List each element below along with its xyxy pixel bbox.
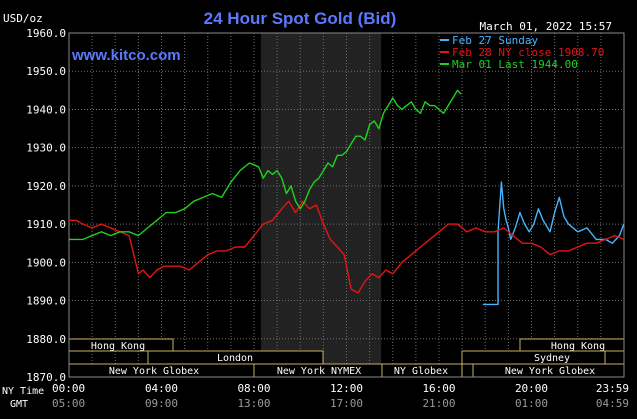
y-tick-label: 1910.0 bbox=[26, 218, 66, 231]
x-axis-labels: 00:00 05:00 04:00 09:00 08:00 13:00 12:00 17:00… bbox=[52, 382, 629, 410]
y-tick-label: 1950.0 bbox=[26, 65, 66, 78]
x-tick-label-ny: 12:00 bbox=[330, 382, 363, 395]
y-tick-label: 1900.0 bbox=[26, 256, 66, 269]
session-label-ny-globex-left: New York Globex bbox=[109, 366, 199, 377]
watermark: www.kitco.com bbox=[71, 47, 181, 64]
x-tick-label-ny: 20:00 bbox=[515, 382, 548, 395]
x-tick-label-gmt: 17:00 bbox=[330, 397, 363, 410]
mar01-series-line bbox=[69, 89, 462, 241]
legend-feb28: Feb 28 NY close 1908.70 bbox=[452, 46, 604, 59]
chart-title: 24 Hour Spot Gold (Bid) bbox=[204, 9, 397, 28]
y-tick-label: 1890.0 bbox=[26, 295, 66, 308]
market-session-bars: Hong Kong London New York Globex New Yor… bbox=[68, 338, 625, 378]
session-label-ny-globex-mid: NY Globex bbox=[394, 366, 448, 377]
y-tick-label: 1920.0 bbox=[26, 180, 66, 193]
legend-mar01: Mar 01 Last 1944.00 bbox=[452, 58, 578, 71]
nymex-session-shade bbox=[260, 33, 382, 377]
x-tick-label-ny: 00:00 bbox=[52, 382, 85, 395]
y-tick-label: 1960.0 bbox=[26, 27, 66, 40]
y-tick-label: 1930.0 bbox=[26, 142, 66, 155]
chart-grid bbox=[69, 32, 624, 378]
x-tick-label-ny: 04:00 bbox=[145, 382, 178, 395]
x-tick-label-ny: 23:59 bbox=[596, 382, 629, 395]
y-tick-label: 1940.0 bbox=[26, 103, 66, 116]
timestamp: March 01, 2022 15:57 bbox=[480, 20, 612, 33]
feb28-series-line bbox=[69, 200, 625, 294]
x-tick-label-gmt: 13:00 bbox=[237, 397, 270, 410]
session-label-london: London bbox=[217, 353, 253, 364]
plot-frame bbox=[68, 32, 625, 378]
session-label-hong-kong-right: Hong Kong bbox=[551, 341, 605, 352]
y-axis-unit: USD/oz bbox=[3, 12, 43, 25]
feb27-series-line bbox=[482, 181, 625, 306]
x-tick-label-gmt: 01:00 bbox=[515, 397, 548, 410]
ny-time-label: NY Time bbox=[2, 386, 44, 397]
y-axis-labels: 1960.0 1950.0 1940.0 1930.0 1920.0 1910.0 1900… bbox=[26, 27, 66, 384]
x-tick-label-gmt: 09:00 bbox=[145, 397, 178, 410]
session-label-sydney: Sydney bbox=[534, 353, 570, 364]
session-label-ny-globex-right: New York Globex bbox=[505, 366, 595, 377]
x-tick-label-gmt: 05:00 bbox=[52, 397, 85, 410]
y-tick-label: 1870.0 bbox=[26, 371, 66, 384]
x-tick-label-gmt: 04:59 bbox=[596, 397, 629, 410]
gmt-label: GMT bbox=[10, 399, 28, 410]
y-tick-label: 1880.0 bbox=[26, 333, 66, 346]
session-label-hong-kong-left: Hong Kong bbox=[91, 341, 145, 352]
x-tick-label-gmt: 21:00 bbox=[422, 397, 455, 410]
x-tick-label-ny: 16:00 bbox=[422, 382, 455, 395]
session-label-ny-nymex: New York NYMEX bbox=[277, 366, 361, 377]
series-lines bbox=[69, 89, 625, 306]
legend-feb27: Feb 27 Sunday bbox=[452, 34, 538, 47]
x-tick-label-ny: 08:00 bbox=[237, 382, 270, 395]
